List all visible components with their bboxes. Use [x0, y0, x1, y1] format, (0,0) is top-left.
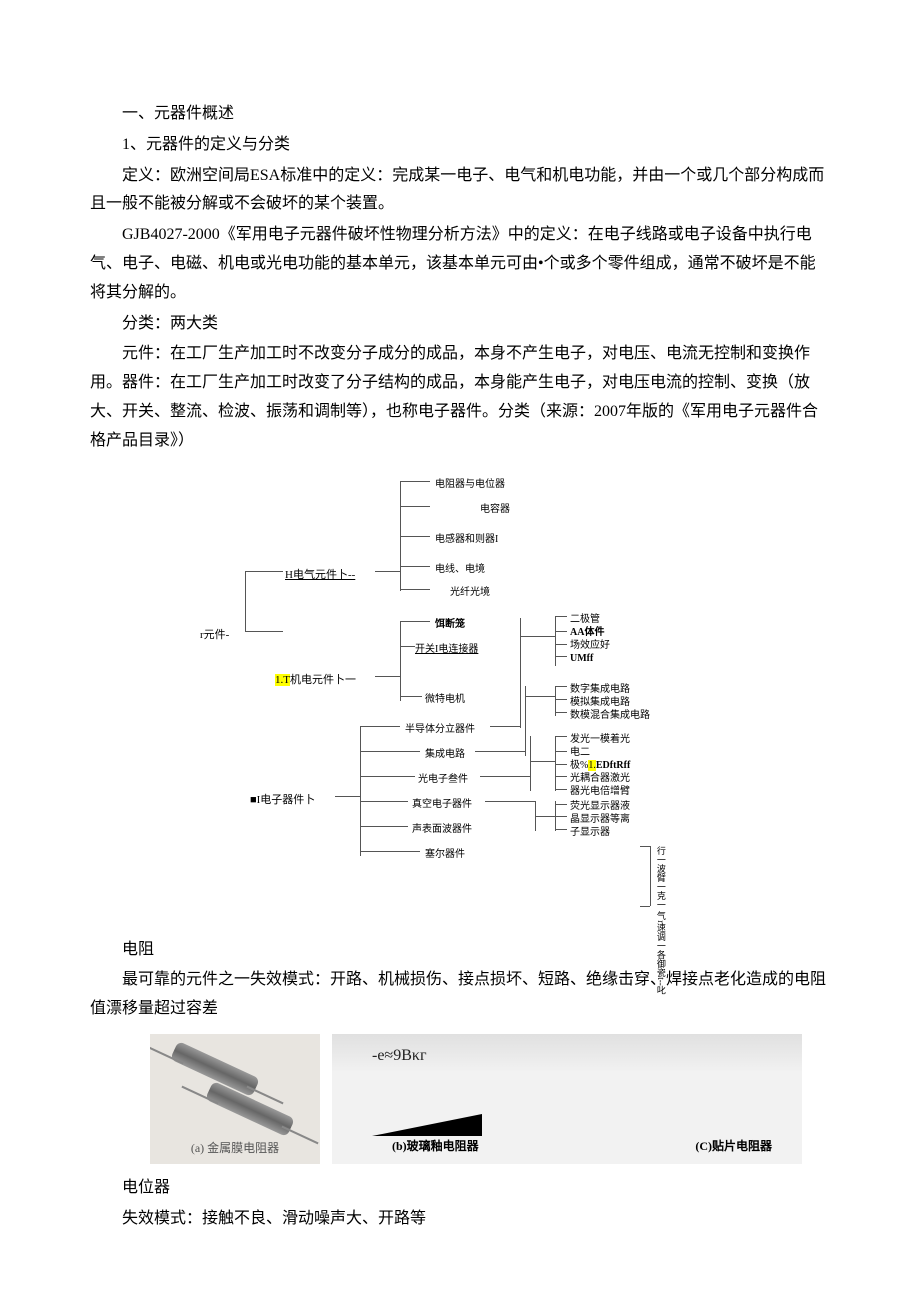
root-components: r元件- — [200, 626, 229, 646]
item: 集成电路 — [425, 746, 465, 764]
caption-a: (a) 金属膜电阻器 — [150, 1138, 320, 1160]
resistor-text: 最可靠的元件之一失效模式：开路、机械损伤、接点损坏、短路、绝缘击穿、焊接点老化造… — [90, 966, 830, 1024]
figure-a: (a) 金属膜电阻器 — [150, 1034, 320, 1164]
item: 光纤光境 — [450, 584, 490, 602]
item: 半导体分立器件 — [405, 721, 475, 739]
item: 电感器和则器I — [435, 531, 498, 549]
node-electronic-devices: ■I电子器件卜 — [250, 791, 315, 811]
item: 饵断笼 — [435, 616, 465, 634]
item: 微特电机 — [425, 691, 465, 709]
item: 数模混合集成电路 — [570, 707, 650, 725]
item: 开关I电连接器 — [415, 641, 478, 659]
caption-b: (b)玻璃釉电阻器 — [392, 1136, 479, 1158]
triangle-shape — [372, 1114, 482, 1136]
potentiometer-text: 失效模式：接触不良、滑动噪声大、开路等 — [90, 1205, 830, 1234]
item: 子显示器 — [570, 824, 610, 842]
paragraph: 元件：在工厂生产加工时不改变分子成分的成品，本身不产生电子，对电压、电流无控制和… — [90, 340, 830, 455]
subheading-1: 1、元器件的定义与分类 — [90, 131, 830, 160]
formula: -e≈9Bκг — [372, 1042, 427, 1071]
figure-bc: -e≈9Bκг (b)玻璃釉电阻器 (C)贴片电阻器 — [332, 1034, 802, 1164]
item: 光电子叁件 — [418, 771, 468, 789]
potentiometer-heading: 电位器 — [90, 1174, 830, 1203]
item: 电线、电境 — [435, 561, 485, 579]
mech-label: 机电元件卜一 — [290, 674, 356, 686]
item: 真空电子器件 — [412, 796, 472, 814]
item: 电容器 — [480, 501, 510, 519]
caption-c: (C)贴片电阻器 — [695, 1136, 772, 1158]
hl-prefix: 1.T — [275, 674, 290, 686]
node-mechatronic: 1.T机电元件卜一 — [275, 671, 356, 691]
item: 声表面波器件 — [412, 821, 472, 839]
paragraph: GJB4027-2000《军用电子元器件破坏性物理分析方法》中的定义：在电子线路… — [90, 221, 830, 307]
paragraph: 定义：欧洲空间局ESA标准中的定义：完成某一电子、电气和机电功能，并由一个或几个… — [90, 162, 830, 220]
node-electrical: H电气元件卜-- — [285, 566, 355, 586]
paragraph: 分类：两大类 — [90, 310, 830, 339]
classification-diagram: r元件- H电气元件卜-- 1.T机电元件卜一 ■I电子器件卜 电阻器与电位器 … — [200, 476, 720, 916]
vertical-label: 行一波臂一克一 气r速调一各御瓷t--叱 — [655, 846, 665, 916]
item: 电阻器与电位器 — [435, 476, 505, 494]
resistor-figure-row: (a) 金属膜电阻器 -e≈9Bκг (b)玻璃釉电阻器 (C)贴片电阻器 — [150, 1034, 830, 1164]
item: UMff — [570, 650, 593, 668]
item: 塞尔器件 — [425, 846, 465, 864]
resistor-heading: 电阻 — [90, 936, 830, 965]
section-title: 一、元器件概述 — [90, 100, 830, 129]
